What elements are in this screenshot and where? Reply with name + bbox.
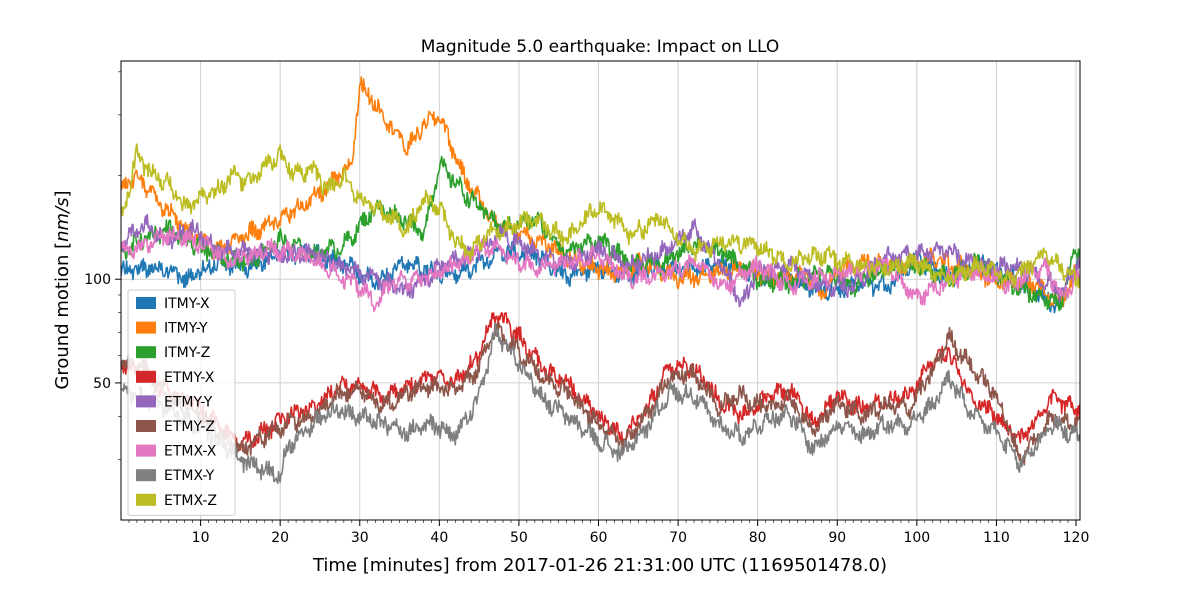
legend-swatch: [136, 469, 156, 482]
x-axis-label: Time [minutes] from 2017-01-26 21:31:00 …: [312, 555, 887, 576]
legend-swatch: [136, 493, 156, 506]
x-tick-label: 80: [749, 530, 767, 546]
series-line-etmy-x: [121, 312, 1080, 452]
legend-swatch: [136, 297, 156, 309]
chart-title: Magnitude 5.0 earthquake: Impact on LLO: [421, 37, 780, 57]
legend: ITMY-X ITMY-Y ITMY-Z ETMY-X ETMY-Y ETMY-Z ETMX…: [127, 289, 236, 516]
series-layer: [121, 76, 1080, 485]
y-axis-label: Ground motion [nm/s]: [52, 190, 73, 389]
x-tick-label: 120: [1063, 530, 1090, 546]
legend-label: ITMY-Z: [164, 345, 210, 361]
x-tick-label: 100: [903, 530, 930, 546]
legend-label: ETMX-X: [164, 444, 217, 460]
series-line-itmy-z: [121, 155, 1080, 312]
legend-label: ETMY-X: [164, 370, 215, 386]
y-axis-label-unit: nm/s: [52, 197, 73, 241]
legend-swatch: [136, 346, 156, 359]
legend-label: ETMY-Y: [164, 394, 213, 410]
legend-label: ITMY-X: [164, 296, 210, 312]
x-tick-label: 10: [192, 530, 210, 546]
legend-swatch: [136, 321, 156, 334]
legend-label: ETMX-Z: [164, 493, 217, 509]
x-tick-label: 40: [430, 530, 448, 546]
legend-swatch: [136, 370, 156, 383]
y-tick-label: 50: [93, 376, 111, 392]
legend-label: ITMY-Y: [164, 321, 208, 337]
series-line-etmy-z: [121, 322, 1080, 467]
x-tick-label: 70: [669, 530, 687, 546]
legend-swatch: [136, 444, 156, 457]
legend-label: ETMX-Y: [164, 468, 215, 484]
series-line-etmx-z: [121, 143, 1080, 289]
legend-label: ETMY-Z: [164, 419, 215, 435]
series-line-etmx-y: [121, 322, 1080, 485]
ticks: 10 20 30 40 50 60 70 80 90 100 110 120 50 100: [84, 71, 1090, 546]
x-tick-label: 50: [510, 530, 528, 546]
y-axis-label-main: Ground motion [: [52, 242, 73, 390]
x-tick-label: 20: [271, 530, 289, 546]
series-line-etmx-x: [121, 226, 1080, 313]
x-tick-label: 60: [590, 530, 608, 546]
y-axis-label-close: ]: [52, 190, 73, 197]
x-tick-label: 30: [351, 530, 369, 546]
x-tick-label: 110: [983, 530, 1010, 546]
legend-swatch: [136, 420, 156, 432]
plot-frame: [120, 60, 1081, 521]
legend-swatch: [136, 395, 156, 408]
x-tick-label: 90: [828, 530, 846, 546]
y-tick-label: 100: [84, 272, 111, 288]
plot-area: [121, 76, 1080, 485]
